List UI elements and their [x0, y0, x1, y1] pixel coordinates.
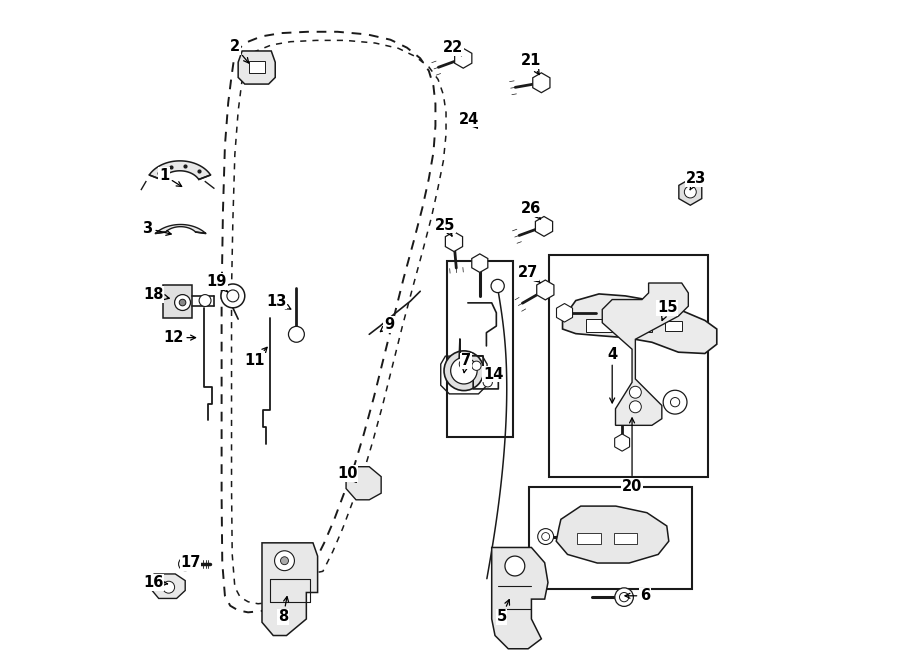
Polygon shape — [536, 216, 553, 236]
Text: 3: 3 — [142, 221, 171, 236]
Text: 4: 4 — [608, 347, 617, 403]
Polygon shape — [679, 179, 702, 205]
Polygon shape — [152, 574, 185, 598]
Text: 9: 9 — [381, 317, 394, 332]
Bar — [586, 319, 612, 332]
Circle shape — [220, 284, 245, 308]
Circle shape — [615, 588, 634, 606]
Circle shape — [163, 581, 175, 593]
Circle shape — [179, 299, 186, 306]
Bar — [529, 487, 691, 589]
Polygon shape — [491, 547, 548, 649]
Circle shape — [629, 401, 642, 413]
Polygon shape — [346, 467, 382, 500]
Text: 13: 13 — [266, 294, 291, 309]
Polygon shape — [238, 51, 275, 84]
Text: 16: 16 — [143, 575, 167, 590]
Polygon shape — [536, 280, 554, 300]
Circle shape — [444, 351, 484, 391]
Bar — [549, 255, 708, 477]
Circle shape — [281, 557, 289, 565]
Bar — [626, 319, 652, 332]
Polygon shape — [562, 294, 716, 354]
Polygon shape — [149, 161, 211, 179]
Text: 24: 24 — [458, 112, 479, 128]
Text: 17: 17 — [180, 555, 201, 570]
Text: 27: 27 — [518, 265, 540, 283]
Text: 11: 11 — [245, 348, 267, 368]
Text: 26: 26 — [520, 201, 541, 219]
Circle shape — [542, 532, 550, 540]
Bar — [614, 532, 637, 544]
Circle shape — [505, 556, 525, 576]
Circle shape — [684, 186, 697, 198]
Text: 5: 5 — [497, 600, 509, 624]
Polygon shape — [472, 254, 488, 273]
Text: 10: 10 — [338, 466, 357, 483]
Text: 7: 7 — [461, 354, 471, 373]
Text: 1: 1 — [159, 168, 182, 187]
Circle shape — [629, 386, 642, 398]
Circle shape — [537, 528, 554, 544]
Text: 18: 18 — [143, 287, 169, 302]
Circle shape — [451, 357, 477, 384]
Text: 14: 14 — [482, 367, 503, 381]
Bar — [446, 261, 513, 437]
Bar — [665, 321, 681, 331]
Polygon shape — [533, 73, 550, 93]
Bar — [578, 532, 600, 544]
Text: 15: 15 — [657, 301, 678, 320]
Circle shape — [178, 557, 192, 571]
Polygon shape — [248, 61, 265, 73]
Polygon shape — [454, 48, 472, 68]
Polygon shape — [262, 543, 318, 636]
Polygon shape — [615, 434, 630, 451]
Polygon shape — [446, 232, 463, 252]
Text: 23: 23 — [686, 171, 706, 190]
Text: 25: 25 — [435, 218, 454, 236]
Text: 20: 20 — [622, 418, 643, 494]
Polygon shape — [156, 224, 206, 234]
Circle shape — [459, 359, 469, 369]
Circle shape — [491, 279, 504, 293]
Text: 19: 19 — [207, 274, 228, 292]
Circle shape — [670, 397, 680, 406]
Text: 2: 2 — [230, 39, 248, 63]
Circle shape — [619, 592, 629, 602]
Circle shape — [274, 551, 294, 571]
Circle shape — [663, 390, 687, 414]
Text: 12: 12 — [163, 330, 195, 345]
Circle shape — [289, 326, 304, 342]
Polygon shape — [556, 506, 669, 563]
Text: 22: 22 — [443, 40, 463, 56]
Text: 21: 21 — [520, 54, 541, 75]
Circle shape — [199, 295, 211, 307]
Text: 6: 6 — [625, 589, 651, 603]
Polygon shape — [556, 303, 572, 322]
Polygon shape — [602, 283, 688, 425]
Bar — [163, 285, 192, 318]
Circle shape — [175, 295, 191, 310]
Circle shape — [227, 290, 239, 302]
Circle shape — [483, 377, 492, 387]
Text: 8: 8 — [278, 596, 289, 624]
Circle shape — [472, 361, 482, 371]
